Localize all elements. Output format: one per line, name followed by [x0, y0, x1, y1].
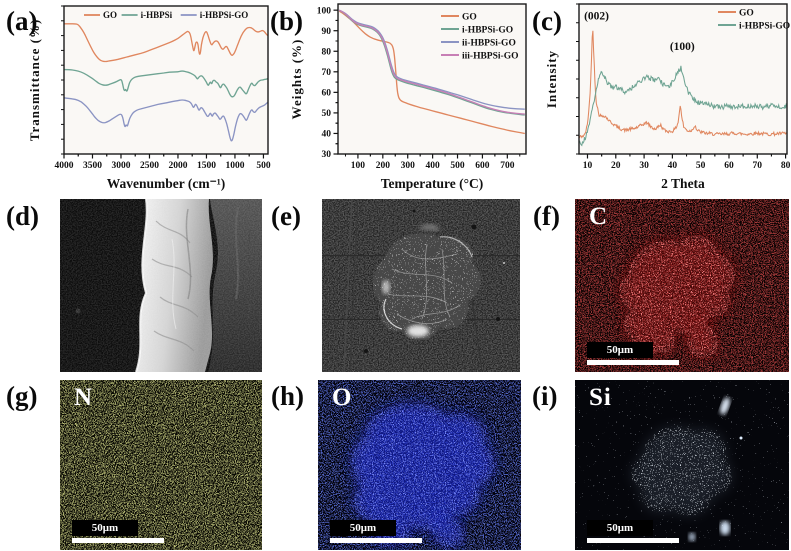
- svg-text:Intensity: Intensity: [544, 50, 559, 108]
- svg-text:i-HBPSi-GO: i-HBPSi-GO: [739, 22, 790, 32]
- svg-text:80: 80: [781, 161, 791, 171]
- svg-text:50: 50: [696, 161, 706, 171]
- panel-label-i: (i): [532, 381, 558, 411]
- panel-label-d: (d): [6, 201, 39, 231]
- tga-chart: 100 200 300 400 500 600 700 30 40 50 60 70 80 90 100 Te…: [289, 3, 527, 191]
- scale-bar-label: 50μm: [72, 520, 138, 536]
- svg-text:3000: 3000: [111, 161, 130, 171]
- svg-text:Wavenumber (cm⁻¹): Wavenumber (cm⁻¹): [107, 176, 226, 191]
- scale-bar-line: [587, 538, 679, 543]
- svg-text:500: 500: [450, 161, 465, 171]
- svg-text:90: 90: [322, 27, 332, 37]
- eds-map-oxygen: O 50μm: [318, 380, 521, 550]
- panel-label-a: (a): [6, 6, 38, 36]
- scale-bar-line: [330, 538, 422, 543]
- svg-text:2000: 2000: [168, 161, 187, 171]
- svg-text:70: 70: [322, 68, 332, 78]
- sem-image-go: [60, 199, 262, 372]
- scale-bar-h: 50μm: [330, 520, 422, 543]
- svg-text:10: 10: [583, 161, 593, 171]
- svg-text:i-HBPSi-GO: i-HBPSi-GO: [200, 10, 249, 20]
- svg-text:ii-HBPSi-GO: ii-HBPSi-GO: [462, 39, 516, 49]
- svg-text:GO: GO: [103, 10, 117, 20]
- svg-text:40: 40: [668, 161, 678, 171]
- svg-text:100: 100: [351, 161, 366, 171]
- svg-text:iii-HBPSi-GO: iii-HBPSi-GO: [462, 52, 518, 62]
- scale-bar-line: [587, 360, 679, 365]
- svg-text:Temperature (°C): Temperature (°C): [381, 176, 484, 191]
- xrd-chart: 10 20 30 40 50 60 70 80 2 Theta Intensity GO i-HBPS…: [544, 3, 791, 191]
- scale-bar-g: 50μm: [72, 520, 164, 543]
- svg-text:(100): (100): [670, 41, 695, 53]
- svg-text:400: 400: [425, 161, 440, 171]
- panel-label-b: (b): [270, 6, 303, 36]
- svg-text:30: 30: [322, 150, 332, 160]
- svg-text:50: 50: [322, 109, 332, 119]
- svg-text:80: 80: [322, 47, 332, 57]
- scale-bar-f: 50μm: [587, 342, 679, 365]
- scale-bar-i: 50μm: [587, 520, 679, 543]
- scale-bar-label: 50μm: [587, 342, 653, 358]
- panel-label-e: (e): [271, 201, 301, 231]
- eds-map-carbon: C 50μm: [575, 199, 789, 372]
- panel-label-h: (h): [271, 381, 304, 411]
- eds-map-silicon: Si 50μm: [575, 380, 789, 550]
- svg-text:300: 300: [401, 161, 416, 171]
- svg-text:60: 60: [724, 161, 734, 171]
- svg-text:4000: 4000: [55, 161, 74, 171]
- svg-text:200: 200: [376, 161, 391, 171]
- svg-text:700: 700: [500, 161, 515, 171]
- scale-bar-line: [72, 538, 164, 543]
- eds-map-nitrogen: N 50μm: [60, 380, 262, 550]
- sem-image-hbpsi-go: [322, 199, 520, 372]
- svg-text:70: 70: [753, 161, 763, 171]
- svg-text:600: 600: [475, 161, 490, 171]
- panel-label-g: (g): [6, 381, 38, 411]
- panel-label-f: (f): [533, 201, 560, 231]
- svg-text:100: 100: [317, 6, 332, 16]
- svg-text:i-HBPSi: i-HBPSi: [141, 10, 173, 20]
- svg-text:(002): (002): [584, 11, 609, 23]
- ftir-chart: 4000 3500 3000 2500 2000 1500 1000 500 Wavenumbe…: [27, 5, 271, 191]
- svg-text:2500: 2500: [140, 161, 159, 171]
- svg-text:40: 40: [322, 130, 332, 140]
- svg-text:GO: GO: [462, 13, 477, 23]
- svg-text:Transmittance (%): Transmittance (%): [27, 19, 42, 142]
- svg-text:1500: 1500: [197, 161, 216, 171]
- svg-text:i-HBPSi-GO: i-HBPSi-GO: [462, 26, 513, 36]
- svg-text:2 Theta: 2 Theta: [661, 176, 705, 191]
- element-label-c: C: [589, 203, 609, 230]
- svg-text:3500: 3500: [83, 161, 102, 171]
- element-label-si: Si: [589, 384, 612, 411]
- svg-text:GO: GO: [739, 9, 754, 19]
- svg-text:1000: 1000: [225, 161, 244, 171]
- svg-text:Weights (%): Weights (%): [289, 39, 304, 120]
- scale-bar-label: 50μm: [587, 520, 653, 536]
- element-label-o: O: [332, 384, 353, 411]
- panel-label-c: (c): [532, 6, 562, 36]
- svg-text:60: 60: [322, 89, 332, 99]
- svg-text:20: 20: [611, 161, 621, 171]
- svg-text:30: 30: [639, 161, 649, 171]
- svg-text:500: 500: [256, 161, 271, 171]
- scale-bar-label: 50μm: [330, 520, 396, 536]
- element-label-n: N: [74, 384, 94, 411]
